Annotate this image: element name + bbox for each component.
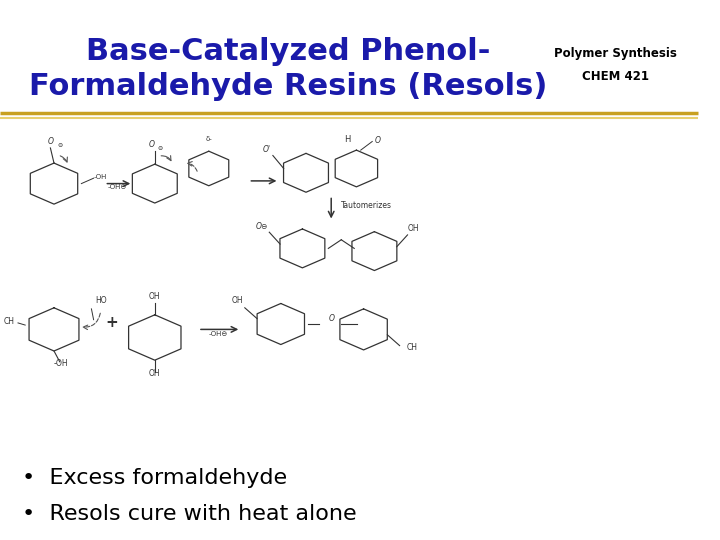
Text: O: O	[375, 136, 381, 145]
Text: ⊖: ⊖	[57, 143, 63, 148]
Text: H: H	[345, 135, 351, 144]
Text: CH: CH	[407, 343, 418, 352]
Text: OH: OH	[149, 292, 161, 301]
Text: O: O	[328, 314, 334, 323]
Text: OH: OH	[408, 224, 419, 233]
Text: OH: OH	[232, 296, 243, 306]
Text: +: +	[105, 315, 118, 330]
Text: •  Excess formaldehyde: • Excess formaldehyde	[22, 468, 287, 488]
Text: O: O	[48, 137, 53, 146]
Text: Formaldehyde Resins (Resols): Formaldehyde Resins (Resols)	[29, 72, 547, 101]
Text: -OH⊖: -OH⊖	[209, 331, 228, 337]
Text: •  Resols cure with heat alone: • Resols cure with heat alone	[22, 504, 356, 524]
Text: δ-: δ-	[205, 137, 212, 143]
Text: -OH: -OH	[54, 359, 68, 368]
Text: -OH: -OH	[94, 174, 107, 180]
Text: CH: CH	[4, 317, 15, 326]
Text: Tautomerizes: Tautomerizes	[341, 201, 392, 210]
Text: O⊖: O⊖	[256, 222, 269, 231]
Text: -OH⊖: -OH⊖	[108, 184, 127, 190]
Text: Base-Catalyzed Phenol-: Base-Catalyzed Phenol-	[86, 37, 490, 66]
Text: CHEM 421: CHEM 421	[582, 70, 649, 83]
Text: O': O'	[263, 145, 271, 154]
Text: OH: OH	[149, 369, 161, 379]
Text: Polymer Synthesis: Polymer Synthesis	[554, 48, 677, 60]
Text: O: O	[149, 140, 155, 149]
Text: HO: HO	[95, 296, 107, 306]
Text: ⊖: ⊖	[158, 146, 163, 151]
